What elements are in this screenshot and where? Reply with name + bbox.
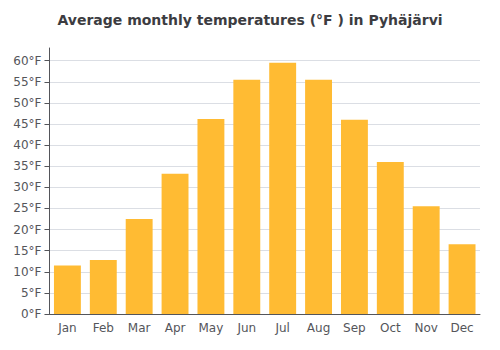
svg-text:60°F: 60°F [13,54,41,68]
svg-text:30°F: 30°F [13,180,41,194]
svg-text:0°F: 0°F [21,307,42,321]
svg-text:55°F: 55°F [13,75,41,89]
svg-text:Dec: Dec [450,321,473,335]
svg-text:Mar: Mar [128,321,151,335]
svg-text:Average monthly temperatures (: Average monthly temperatures (°F ) in Py… [57,12,442,28]
svg-text:45°F: 45°F [13,117,41,131]
svg-text:Nov: Nov [414,321,437,335]
svg-text:Apr: Apr [165,321,186,335]
svg-text:May: May [199,321,224,335]
svg-text:40°F: 40°F [13,138,41,152]
svg-text:25°F: 25°F [13,201,41,215]
svg-text:5°F: 5°F [21,286,42,300]
svg-text:20°F: 20°F [13,223,41,237]
svg-text:Jun: Jun [236,321,256,335]
svg-text:Jul: Jul [274,321,289,335]
svg-text:35°F: 35°F [13,159,41,173]
svg-text:Feb: Feb [93,321,114,335]
svg-text:Aug: Aug [307,321,330,335]
svg-text:Jan: Jan [57,321,77,335]
svg-text:50°F: 50°F [13,96,41,110]
svg-text:15°F: 15°F [13,244,41,258]
svg-text:Oct: Oct [380,321,401,335]
svg-text:Sep: Sep [343,321,366,335]
svg-text:10°F: 10°F [13,265,41,279]
